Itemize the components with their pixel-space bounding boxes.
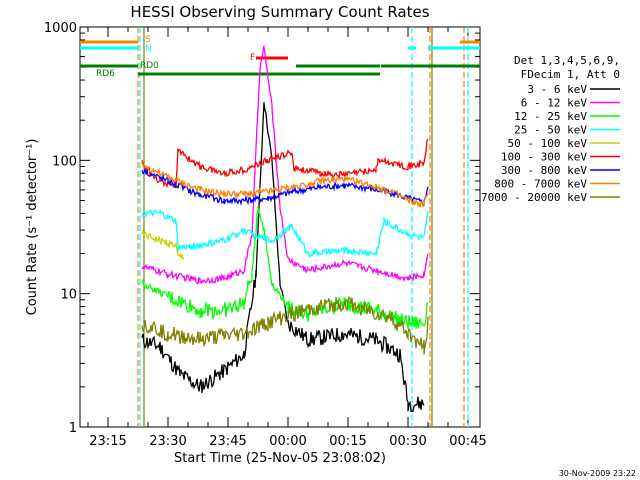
legend-label: 3 - 6 keV — [527, 83, 587, 96]
legend-header-line: Det 1,3,4,5,6,9, — [514, 54, 620, 67]
legend-label: 300 - 800 keV — [501, 164, 587, 177]
y-axis-label: Count Rate (s⁻¹ detector⁻¹) — [25, 139, 40, 316]
legend-label: 25 - 50 keV — [514, 124, 587, 137]
state-label-s: S — [145, 35, 151, 45]
series-line-3 — [141, 209, 429, 259]
y-tick-label: 1 — [69, 421, 77, 436]
footer-date: 30-Nov-2009 23:22 — [559, 469, 636, 478]
legend-label: 6 - 12 keV — [521, 97, 588, 110]
x-axis-label: Start Time (25-Nov-05 23:08:02) — [174, 451, 386, 466]
series-line-8 — [141, 296, 429, 355]
legend-label: 800 - 7000 keV — [494, 178, 587, 191]
y-tick-label: 100 — [52, 154, 77, 169]
series-line-5 — [141, 138, 429, 189]
series-line-0 — [141, 102, 425, 412]
legend-header-line: FDecim 1, Att 0 — [521, 68, 620, 81]
series-line-7 — [141, 162, 429, 208]
state-label-n: N — [145, 44, 152, 54]
legend-label: 50 - 100 keV — [508, 137, 588, 150]
y-tick-label: 1000 — [44, 21, 77, 36]
x-tick-label: 00:15 — [329, 434, 366, 449]
x-tick-label: 23:15 — [89, 434, 126, 449]
x-tick-label: 00:45 — [449, 434, 486, 449]
x-tick-label: 23:30 — [149, 434, 186, 449]
state-label-rd6: RD6 — [96, 69, 115, 79]
legend-label: 12 - 25 keV — [514, 110, 587, 123]
series-line-4 — [141, 228, 185, 260]
chart-title: HESSI Observing Summary Count Rates — [130, 3, 429, 21]
legend-label: 100 - 300 keV — [501, 151, 587, 164]
x-tick-label: 00:30 — [389, 434, 426, 449]
x-tick-label: 23:45 — [209, 434, 246, 449]
y-tick-label: 10 — [60, 288, 77, 303]
state-label-f: F — [250, 53, 255, 63]
x-tick-label: 00:00 — [269, 434, 306, 449]
series-line-2 — [141, 206, 429, 329]
legend-label: 7000 - 20000 keV — [481, 191, 587, 204]
state-label-rd0: RD0 — [140, 61, 159, 71]
plot-frame — [79, 26, 481, 428]
series-line-1 — [141, 45, 429, 285]
